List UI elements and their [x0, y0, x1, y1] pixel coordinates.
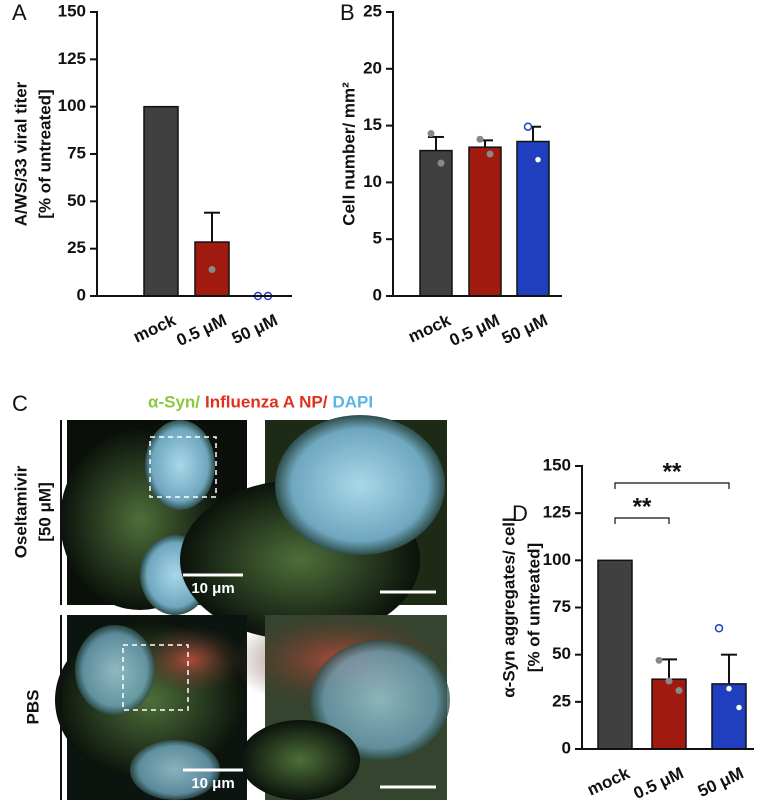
bar — [711, 683, 747, 750]
bar — [143, 105, 179, 297]
significance-label: ** — [663, 458, 682, 485]
y-tick-label: 15 — [363, 115, 382, 134]
data-point — [533, 155, 543, 164]
significance-bracket — [614, 482, 730, 489]
significance-bracket — [614, 517, 670, 524]
y-tick-label: 150 — [58, 1, 86, 20]
y-tick-label: 25 — [363, 1, 382, 20]
y-tick-label: 125 — [58, 49, 86, 68]
data-point — [675, 687, 683, 695]
data-point — [486, 150, 494, 158]
y-axis-label: Cell number/ mm² — [339, 82, 358, 226]
image — [135, 625, 245, 695]
panel-label: D — [512, 501, 528, 526]
row-label: PBS — [23, 690, 42, 725]
y-axis-label: α-Syn aggregates/ cell — [499, 517, 518, 698]
y-tick-label: 10 — [363, 172, 382, 191]
y-tick-label: 50 — [67, 191, 86, 210]
bar — [516, 140, 550, 297]
bar — [597, 559, 633, 750]
significance-label: ** — [633, 493, 652, 520]
stain-label: DAPI — [333, 392, 374, 411]
inset-box — [122, 644, 189, 711]
data-point — [724, 684, 734, 693]
y-tick-label: 75 — [67, 143, 86, 162]
y-tick-label: 0 — [562, 738, 571, 757]
y-tick-label: 25 — [552, 691, 571, 710]
image — [240, 720, 360, 800]
data-point — [476, 135, 484, 143]
row-label: Oseltamivir — [11, 465, 30, 558]
image — [275, 415, 445, 555]
y-axis-label: [% of untreated] — [524, 543, 543, 672]
y-tick-label: 5 — [373, 229, 382, 248]
micrographs: 10 μm 10 μm — [55, 415, 450, 800]
y-axis-label: A/WS/33 viral titer — [11, 81, 30, 226]
x-tick-label: 50 μM — [695, 763, 747, 801]
image — [310, 640, 450, 760]
x-tick-label: mock — [584, 763, 633, 799]
data-point — [427, 130, 435, 138]
stain-label: α-Syn/ — [148, 392, 200, 411]
y-tick-label: 125 — [543, 503, 571, 522]
image — [145, 420, 215, 510]
y-tick-label: 50 — [552, 644, 571, 663]
data-point — [714, 624, 724, 633]
stain-label: Influenza A NP/ — [205, 392, 328, 411]
bar — [468, 146, 502, 297]
y-tick-label: 0 — [77, 285, 86, 304]
y-tick-label: 20 — [363, 58, 382, 77]
panel-label: A — [12, 0, 27, 25]
y-tick-label: 100 — [58, 96, 86, 115]
scale-label: 10 μm — [191, 775, 234, 792]
x-tick-label: 0.5 μM — [174, 310, 230, 350]
data-point — [523, 122, 533, 131]
y-tick-label: 150 — [543, 455, 571, 474]
y-tick-label: 25 — [67, 238, 86, 257]
data-point — [665, 677, 673, 685]
image — [75, 625, 155, 715]
panel-label: C — [12, 391, 28, 416]
data-point — [734, 703, 744, 712]
bar — [419, 149, 453, 297]
scale-label: 10 μm — [191, 580, 234, 597]
x-tick-label: 0.5 μM — [447, 310, 503, 350]
x-tick-label: 50 μM — [229, 310, 281, 348]
x-tick-label: mock — [130, 310, 179, 346]
image — [130, 740, 220, 800]
data-point — [437, 159, 445, 167]
y-tick-label: 0 — [373, 285, 382, 304]
y-axis-label: [% of untreated] — [35, 89, 54, 218]
y-tick-label: 100 — [543, 550, 571, 569]
data-point — [208, 265, 216, 273]
data-point — [655, 656, 663, 664]
x-tick-label: 50 μM — [499, 310, 551, 348]
x-tick-label: mock — [405, 310, 454, 346]
y-tick-label: 75 — [552, 597, 571, 616]
panel-label: B — [340, 0, 355, 25]
x-tick-label: 0.5 μM — [631, 763, 687, 803]
row-label: [50 μM] — [35, 482, 54, 542]
